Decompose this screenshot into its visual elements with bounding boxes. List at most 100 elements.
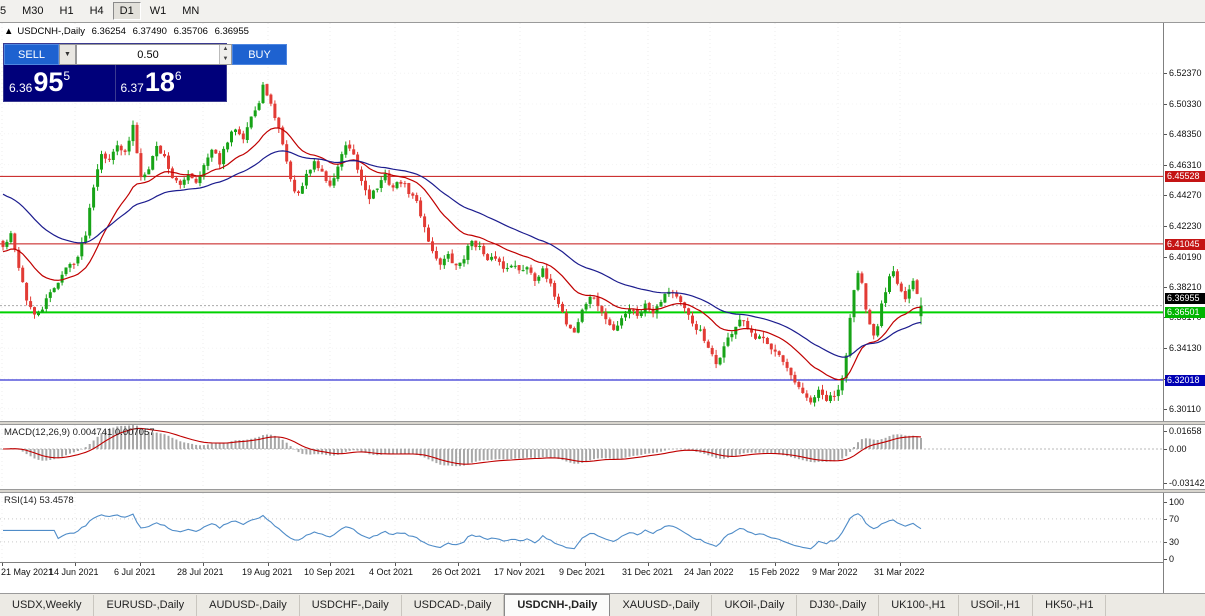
- chart-tab-hk50-h1[interactable]: HK50-,H1: [1033, 595, 1107, 616]
- timeframe-button-5[interactable]: 5: [0, 2, 14, 20]
- timeframe-button-d1[interactable]: D1: [112, 2, 141, 20]
- date-axis-label: 9 Mar 2022: [812, 567, 858, 577]
- price-tick: [1164, 104, 1167, 105]
- chart-tab-eurusd-daily[interactable]: EURUSD-,Daily: [94, 595, 198, 616]
- date-tick: [330, 563, 331, 566]
- volume-spinner: ▲ ▼: [219, 45, 231, 64]
- quote-high: 6.37490: [132, 26, 167, 37]
- price-tick: [1164, 134, 1167, 135]
- date-axis-label: 15 Feb 2022: [749, 567, 800, 577]
- date-tick: [140, 563, 141, 566]
- rsi-tick: [1164, 502, 1167, 503]
- buy-price-big: 18: [144, 67, 175, 97]
- buy-price-sup: 6: [174, 69, 182, 83]
- price-axis[interactable]: 6.52370 6.50330 6.48350 6.46310 6.44270 6.422…: [1163, 23, 1205, 593]
- macd-pane-splitter[interactable]: [0, 421, 1205, 425]
- date-axis-label: 9 Dec 2021: [559, 567, 606, 577]
- macd-label: MACD(12,26,9) 0.004741 0.007057: [4, 427, 155, 438]
- price-axis-label: 6.38210: [1169, 282, 1202, 292]
- date-tick: [585, 563, 586, 566]
- macd-axis-label: -0.03142: [1169, 478, 1205, 488]
- rsi-value: 53.4578: [39, 495, 74, 506]
- price-tick: [1164, 287, 1167, 288]
- rsi-tick: [1164, 559, 1167, 560]
- date-tick: [2, 563, 3, 566]
- date-axis-label: 31 Dec 2021: [622, 567, 674, 577]
- date-axis-label: 10 Sep 2021: [304, 567, 356, 577]
- chart-tab-usdchf-daily[interactable]: USDCHF-,Daily: [300, 595, 402, 616]
- chart-tab-usdcad-daily[interactable]: USDCAD-,Daily: [402, 595, 505, 616]
- sell-price-display[interactable]: 6.36 95 5: [4, 65, 115, 101]
- price-tick: [1164, 226, 1167, 227]
- price-axis-label: 6.52370: [1169, 68, 1202, 78]
- chart-tab-usdcnh-daily[interactable]: USDCNH-,Daily: [504, 594, 611, 616]
- symbol-tab-bar: USDX,Weekly EURUSD-,Daily AUDUSD-,Daily USD…: [0, 593, 1205, 616]
- timeframe-button-h4[interactable]: H4: [82, 2, 111, 20]
- rsi-tick: [1164, 542, 1167, 543]
- timeframe-button-m30[interactable]: M30: [15, 2, 51, 20]
- rsi-label: RSI(14) 53.4578: [4, 495, 74, 506]
- date-axis-label: 26 Oct 2021: [432, 567, 482, 577]
- quote-symbol: USDCNH-,Daily: [17, 26, 85, 37]
- rsi-axis-label: 100: [1169, 497, 1185, 507]
- chart-tab-ukoil-daily[interactable]: UKOil-,Daily: [712, 595, 798, 616]
- price-line-label: 6.36501: [1165, 307, 1205, 318]
- sell-price-big: 95: [33, 67, 64, 97]
- macd-indicator-chart[interactable]: [0, 425, 1163, 489]
- sell-button[interactable]: SELL: [4, 44, 59, 65]
- volume-spin-down-icon[interactable]: ▼: [220, 54, 231, 64]
- price-tick: [1164, 165, 1167, 166]
- price-axis-label: 6.40190: [1169, 252, 1202, 262]
- volume-field: ▲ ▼: [76, 44, 232, 65]
- chart-tab-usoil-h1[interactable]: USOil-,H1: [959, 595, 1034, 616]
- timeframe-button-w1[interactable]: W1: [142, 2, 174, 20]
- price-axis-label: 6.46310: [1169, 160, 1202, 170]
- rsi-name: RSI(14): [4, 495, 37, 506]
- chart-tab-xauusd-daily[interactable]: XAUUSD-,Daily: [610, 595, 713, 616]
- chart-plot-area[interactable]: ▲ USDCNH-,Daily 6.36254 6.37490 6.35706 6…: [0, 23, 1163, 593]
- price-tick: [1164, 348, 1167, 349]
- volume-spin-up-icon[interactable]: ▲: [220, 45, 231, 55]
- bid-price-label: 6.36955: [1165, 293, 1205, 304]
- date-tick: [838, 563, 839, 566]
- sell-price-sup: 5: [63, 69, 71, 83]
- volume-input[interactable]: [77, 45, 219, 64]
- main-price-chart[interactable]: [0, 23, 1163, 421]
- macd-name: MACD(12,26,9): [4, 427, 70, 438]
- chart-tab-uk100-h1[interactable]: UK100-,H1: [879, 595, 959, 616]
- chart-window: ▲ USDCNH-,Daily 6.36254 6.37490 6.35706 6…: [0, 23, 1205, 593]
- date-tick: [203, 563, 204, 566]
- one-click-trading-widget: SELL ▼ ▲ ▼ BUY 6.36 95 5 6.3: [3, 43, 287, 102]
- quote-header: ▲ USDCNH-,Daily 6.36254 6.37490 6.35706 6…: [4, 26, 253, 37]
- price-line-label: 6.32018: [1165, 375, 1205, 386]
- rsi-tick: [1164, 519, 1167, 520]
- macd-axis-label: 0.01658: [1169, 426, 1202, 436]
- buy-button[interactable]: BUY: [232, 44, 287, 65]
- timeframe-button-h1[interactable]: H1: [52, 2, 81, 20]
- macd-values: 0.004741 0.007057: [72, 427, 155, 438]
- chart-tab-usdx-weekly[interactable]: USDX,Weekly: [0, 595, 95, 616]
- price-axis-label: 6.44270: [1169, 190, 1202, 200]
- time-axis[interactable]: 21 May 2021 14 Jun 2021 6 Jul 2021 28 Jul 2…: [0, 562, 1163, 593]
- quote-low: 6.35706: [173, 26, 208, 37]
- date-tick: [458, 563, 459, 566]
- macd-axis-label: 0.00: [1169, 444, 1187, 454]
- macd-tick: [1164, 483, 1167, 484]
- rsi-axis-label: 30: [1169, 537, 1180, 547]
- timeframe-button-mn[interactable]: MN: [175, 2, 207, 20]
- buy-price-display[interactable]: 6.37 18 6: [114, 65, 227, 101]
- chart-tab-dj30-daily[interactable]: DJ30-,Daily: [797, 595, 880, 616]
- volume-dropdown-icon[interactable]: ▼: [59, 44, 76, 65]
- date-axis-label: 14 Jun 2021: [49, 567, 99, 577]
- timeframe-toolbar: 5 M30 H1 H4 D1 W1 MN: [0, 0, 1205, 23]
- rsi-indicator-chart[interactable]: [0, 493, 1163, 562]
- rsi-axis-label: 70: [1169, 514, 1180, 524]
- quote-open: 6.36254: [91, 26, 126, 37]
- chart-tab-audusd-daily[interactable]: AUDUSD-,Daily: [197, 595, 300, 616]
- rsi-pane-splitter[interactable]: [0, 489, 1205, 493]
- date-axis-label: 19 Aug 2021: [242, 567, 293, 577]
- date-axis-label: 17 Nov 2021: [494, 567, 546, 577]
- date-axis-label: 21 May 2021: [1, 567, 54, 577]
- price-axis-label: 6.30110: [1169, 404, 1201, 414]
